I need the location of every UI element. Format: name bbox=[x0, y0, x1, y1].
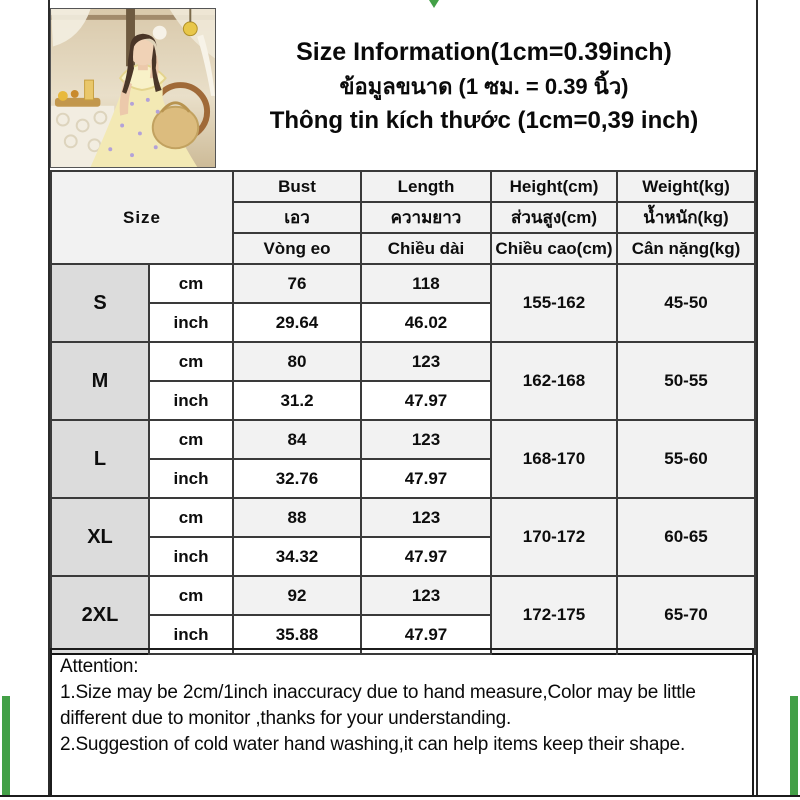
unit-label-cm: cm bbox=[148, 575, 234, 616]
row-xl-cm: XL cm 88 123 170-172 60-65 bbox=[50, 497, 756, 577]
unit-label-inch: inch bbox=[148, 302, 234, 343]
col-header-length-en: Length bbox=[360, 170, 492, 203]
col-header-bust-vi: Vòng eo bbox=[232, 232, 362, 265]
length-cm-m: 123 bbox=[360, 341, 492, 382]
size-header-cell: Size bbox=[50, 170, 234, 265]
header-row-vietnamese: Vòng eo Chiều dài Chiều cao(cm) Cân nặng… bbox=[51, 232, 756, 265]
weight-l: 55-60 bbox=[616, 419, 756, 499]
col-header-height-th: ส่วนสูง(cm) bbox=[490, 201, 618, 234]
height-l: 168-170 bbox=[490, 419, 618, 499]
height-2xl: 172-175 bbox=[490, 575, 618, 655]
unit-label-inch: inch bbox=[148, 380, 234, 421]
title-thai: ข้อมูลขนาด (1 ซม. = 0.39 นิ้ว) bbox=[339, 74, 629, 99]
unit-label-cm: cm bbox=[148, 419, 234, 460]
attention-box: Attention: 1.Size may be 2cm/1inch inacc… bbox=[50, 648, 754, 797]
col-header-weight-th: น้ำหนัก(kg) bbox=[616, 201, 756, 234]
bust-cm-m: 80 bbox=[232, 341, 362, 382]
height-s: 155-162 bbox=[490, 263, 618, 343]
length-inch-l: 47.97 bbox=[360, 458, 492, 499]
col-header-bust-en: Bust bbox=[232, 170, 362, 203]
size-label-xl: XL bbox=[50, 497, 150, 577]
unit-label-cm: cm bbox=[148, 341, 234, 382]
header-row-english: Size Bust Length Height(cm) Weight(kg) bbox=[50, 170, 756, 265]
bust-inch-xl: 34.32 bbox=[232, 536, 362, 577]
length-cm-2xl: 123 bbox=[360, 575, 492, 616]
height-m: 162-168 bbox=[490, 341, 618, 421]
unit-label-cm: cm bbox=[148, 497, 234, 538]
col-header-height-en: Height(cm) bbox=[490, 170, 618, 203]
height-xl: 170-172 bbox=[490, 497, 618, 577]
length-cm-l: 123 bbox=[360, 419, 492, 460]
col-header-height-vi: Chiều cao(cm) bbox=[490, 232, 618, 265]
size-info-title-block: Size Information(1cm=0.39inch) ข้อมูลขนา… bbox=[216, 34, 752, 138]
weight-2xl: 65-70 bbox=[616, 575, 756, 655]
length-cm-s: 118 bbox=[360, 263, 492, 304]
length-inch-m: 47.97 bbox=[360, 380, 492, 421]
bust-cm-xl: 88 bbox=[232, 497, 362, 538]
length-inch-xl: 47.97 bbox=[360, 536, 492, 577]
weight-s: 45-50 bbox=[616, 263, 756, 343]
size-label-2xl: 2XL bbox=[50, 575, 150, 655]
content-frame bbox=[48, 0, 758, 797]
left-green-edge-bar bbox=[2, 696, 10, 795]
title-english: Size Information(1cm=0.39inch) bbox=[296, 38, 672, 66]
size-label-s: S bbox=[50, 263, 150, 343]
bust-inch-m: 31.2 bbox=[232, 380, 362, 421]
top-green-marker bbox=[429, 0, 439, 8]
unit-label-inch: inch bbox=[148, 458, 234, 499]
attention-note-1: 1.Size may be 2cm/1inch inaccuracy due t… bbox=[60, 682, 696, 729]
col-header-weight-en: Weight(kg) bbox=[616, 170, 756, 203]
row-xl-inch: inch 34.32 47.97 bbox=[51, 536, 755, 577]
col-header-length-vi: Chiều dài bbox=[360, 232, 492, 265]
length-cm-xl: 123 bbox=[360, 497, 492, 538]
bust-cm-l: 84 bbox=[232, 419, 362, 460]
bust-inch-s: 29.64 bbox=[232, 302, 362, 343]
row-l-inch: inch 32.76 47.97 bbox=[51, 458, 755, 499]
title-vietnamese: Thông tin kích thước (1cm=0,39 inch) bbox=[269, 107, 699, 134]
col-header-length-th: ความยาว bbox=[360, 201, 492, 234]
unit-label-inch: inch bbox=[148, 536, 234, 577]
row-m-cm: M cm 80 123 162-168 50-55 bbox=[50, 341, 756, 421]
product-photo bbox=[50, 8, 216, 168]
header-row-thai: เอว ความยาว ส่วนสูง(cm) น้ำหนัก(kg) bbox=[51, 201, 756, 234]
size-table: Size Bust Length Height(cm) Weight(kg) เ… bbox=[50, 170, 756, 655]
col-header-weight-vi: Cân nặng(kg) bbox=[616, 232, 756, 265]
bust-inch-l: 32.76 bbox=[232, 458, 362, 499]
row-s-inch: inch 29.64 46.02 bbox=[51, 302, 755, 343]
col-header-bust-th: เอว bbox=[232, 201, 362, 234]
bust-cm-s: 76 bbox=[232, 263, 362, 304]
row-s-cm: S cm 76 118 155-162 45-50 bbox=[50, 263, 756, 343]
row-2xl-cm: 2XL cm 92 123 172-175 65-70 bbox=[50, 575, 756, 655]
attention-title: Attention: bbox=[60, 656, 139, 677]
length-inch-s: 46.02 bbox=[360, 302, 492, 343]
weight-xl: 60-65 bbox=[616, 497, 756, 577]
bottom-border-line bbox=[0, 795, 800, 797]
row-m-inch: inch 31.2 47.97 bbox=[51, 380, 755, 421]
unit-label-cm: cm bbox=[148, 263, 234, 304]
size-label-m: M bbox=[50, 341, 150, 421]
attention-note-2: 2.Suggestion of cold water hand washing,… bbox=[60, 734, 686, 755]
right-green-edge-bar bbox=[790, 696, 798, 795]
row-l-cm: L cm 84 123 168-170 55-60 bbox=[50, 419, 756, 499]
bust-cm-2xl: 92 bbox=[232, 575, 362, 616]
model-photo-illustration bbox=[51, 9, 215, 167]
size-label-l: L bbox=[50, 419, 150, 499]
weight-m: 50-55 bbox=[616, 341, 756, 421]
